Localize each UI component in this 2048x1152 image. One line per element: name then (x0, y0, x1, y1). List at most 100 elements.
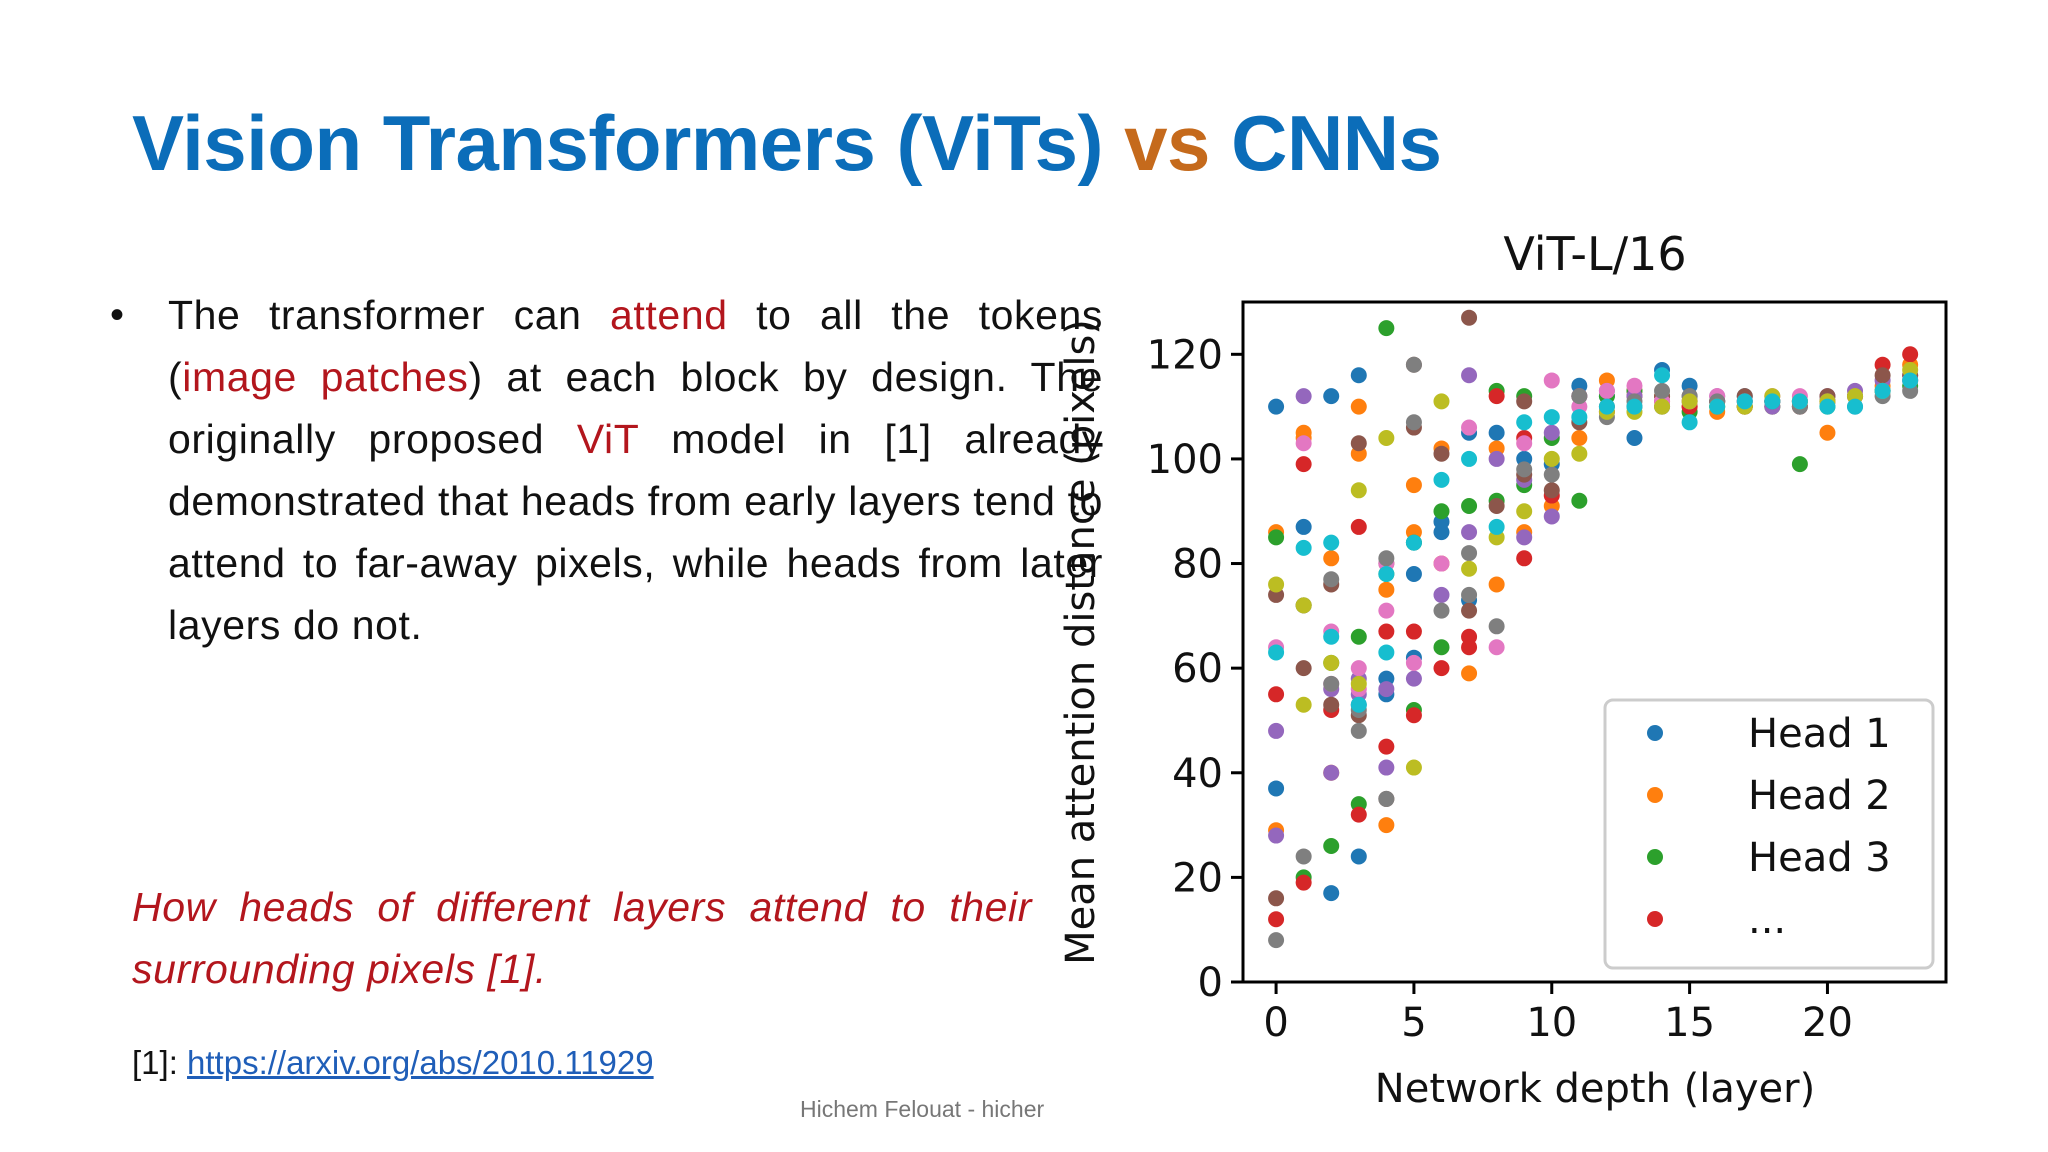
data-point (1461, 498, 1478, 514)
data-point (1295, 660, 1312, 677)
legend-box (1603, 698, 1935, 970)
data-point (1268, 932, 1285, 949)
data-point (1378, 759, 1395, 776)
data-point (1323, 571, 1340, 588)
data-point (1378, 430, 1395, 446)
data-point (1378, 817, 1395, 834)
data-point (1268, 911, 1285, 928)
y-tick-label: 40 (1172, 751, 1223, 797)
data-point (1433, 555, 1450, 572)
data-point (1323, 838, 1340, 854)
y-tick-label: 0 (1198, 960, 1223, 1006)
data-point (1378, 566, 1395, 582)
highlight-attend: attend (610, 292, 728, 338)
data-point (1461, 419, 1478, 436)
data-point (1405, 477, 1422, 494)
data-point (1736, 393, 1753, 410)
data-point (1488, 450, 1505, 467)
x-tick-label: 10 (1526, 1000, 1577, 1046)
data-point (1378, 790, 1395, 807)
bullet-segment: to all the tokens ( (168, 292, 1103, 400)
data-point (1405, 759, 1422, 776)
data-point (1350, 675, 1367, 692)
data-point (1405, 356, 1422, 373)
chart-ticks: 0 5 10 15 20 0 20 40 60 80 100 120 (1147, 332, 1853, 1046)
data-point (1323, 885, 1340, 902)
data-point (1874, 367, 1891, 384)
data-point (1268, 686, 1285, 703)
data-point (1350, 398, 1367, 415)
data-point (1405, 654, 1422, 671)
attention-distance-chart: ViT-L/16 0 5 10 15 20 0 20 40 60 80 100 120 Network… (1060, 227, 1948, 1112)
data-point (1791, 393, 1808, 410)
data-point (1847, 398, 1864, 415)
data-point (1405, 414, 1422, 431)
data-point (1350, 518, 1367, 535)
data-point (1571, 388, 1588, 405)
data-point (1405, 623, 1422, 640)
data-point (1461, 545, 1478, 562)
data-point (1378, 320, 1395, 337)
data-point (1461, 450, 1478, 467)
data-point (1461, 602, 1478, 619)
data-point (1626, 377, 1643, 394)
legend-label: Head 2 (1748, 773, 1891, 819)
data-point (1405, 566, 1422, 582)
data-point (1543, 466, 1560, 483)
y-tick-label: 120 (1147, 332, 1223, 378)
data-point (1405, 534, 1422, 551)
data-point (1764, 393, 1781, 410)
data-point (1626, 430, 1643, 446)
data-point (1268, 644, 1285, 661)
figure-caption: How heads of different layers attend to … (132, 884, 1032, 992)
title-main: Vision Transformers (ViTs) (132, 99, 1125, 187)
data-point (1488, 639, 1505, 656)
legend-label: Head 3 (1748, 835, 1891, 881)
plot-frame (1241, 300, 1948, 984)
data-point (1268, 576, 1285, 593)
data-point (1350, 848, 1367, 865)
data-point (1323, 654, 1340, 671)
data-point (1433, 660, 1450, 677)
data-point (1654, 382, 1671, 399)
data-point (1709, 398, 1726, 415)
data-point (1461, 665, 1478, 682)
footer-author: Hichem Felouat - hicher (800, 1096, 1045, 1122)
title-vs: vs (1124, 99, 1210, 187)
data-point (1350, 367, 1367, 384)
data-point (1543, 372, 1560, 389)
legend-label: ... (1748, 897, 1786, 943)
data-point (1350, 628, 1367, 645)
data-point (1405, 670, 1422, 687)
data-point (1819, 398, 1836, 415)
data-point (1323, 675, 1340, 692)
data-point (1543, 450, 1560, 467)
data-point (1350, 435, 1367, 452)
data-point (1516, 461, 1533, 478)
data-point (1516, 435, 1533, 452)
data-point (1461, 367, 1478, 384)
chart-title: ViT-L/16 (1503, 227, 1686, 281)
legend-marker (1647, 911, 1663, 927)
data-point (1433, 471, 1450, 488)
data-point (1378, 681, 1395, 698)
data-point (1433, 602, 1450, 619)
data-point (1461, 639, 1478, 656)
data-point (1378, 623, 1395, 640)
legend-marker (1647, 725, 1663, 741)
title-cnns: CNNs (1209, 99, 1442, 187)
data-point (1516, 503, 1533, 520)
data-point (1268, 780, 1285, 797)
x-tick-label: 5 (1401, 1000, 1426, 1046)
data-point (1571, 430, 1588, 446)
data-point (1378, 550, 1395, 567)
y-axis-label: Mean attention distance (pixels) (1060, 319, 1104, 965)
data-point (1516, 529, 1533, 546)
data-point (1516, 414, 1533, 431)
data-point (1433, 639, 1450, 656)
reference-link[interactable]: https://arxiv.org/abs/2010.11929 (187, 1044, 654, 1081)
data-point (1268, 722, 1285, 739)
data-point (1295, 435, 1312, 452)
data-point (1433, 503, 1450, 520)
bullet-segment: model in [1] already demonstrated that h… (168, 416, 1103, 648)
